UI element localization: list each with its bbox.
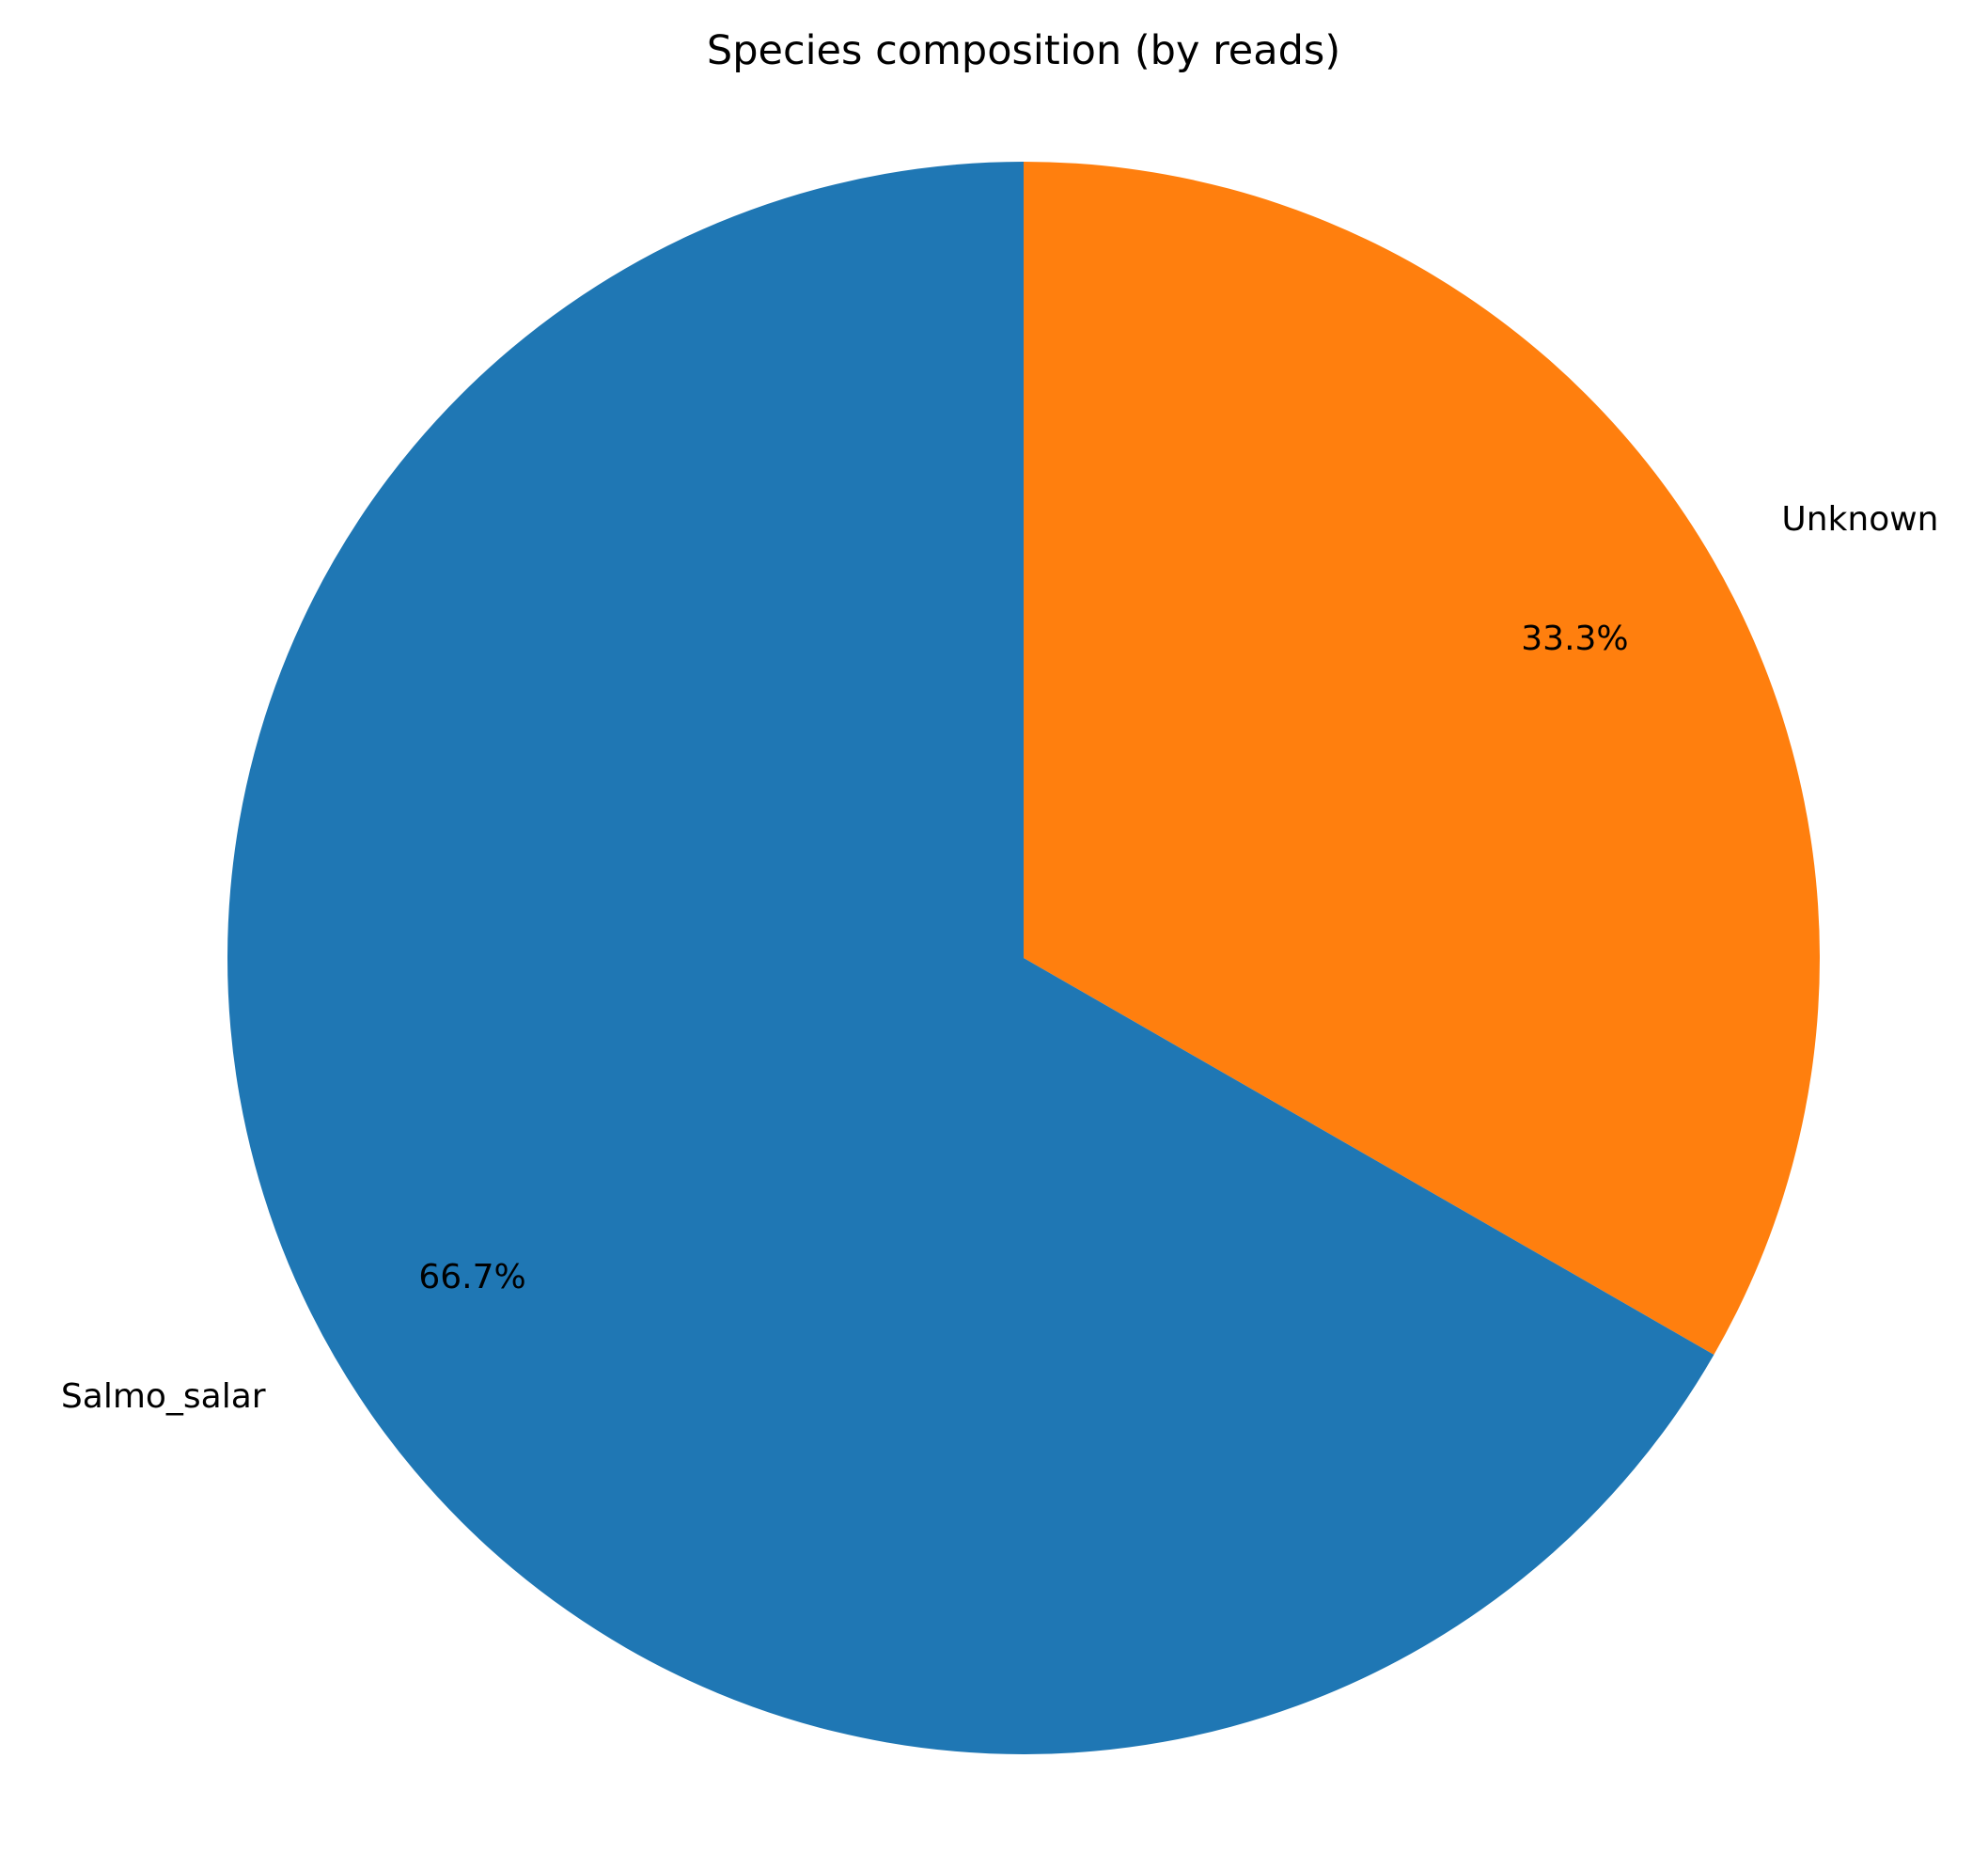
pie-labels: Unknown 33.3% Salmo_salar 66.7% [61, 500, 1939, 1416]
pie-slice-salmo-salar [227, 162, 1714, 1755]
chart-title: Species composition (by reads) [707, 27, 1340, 74]
slice-percent-label: 33.3% [1521, 620, 1628, 658]
pie-slice-unknown [1024, 162, 1821, 1355]
pie-slices [227, 162, 1821, 1755]
slice-percent-label: 66.7% [418, 1258, 525, 1296]
slice-label: Unknown [1781, 500, 1938, 539]
slice-label: Salmo_salar [61, 1377, 266, 1416]
